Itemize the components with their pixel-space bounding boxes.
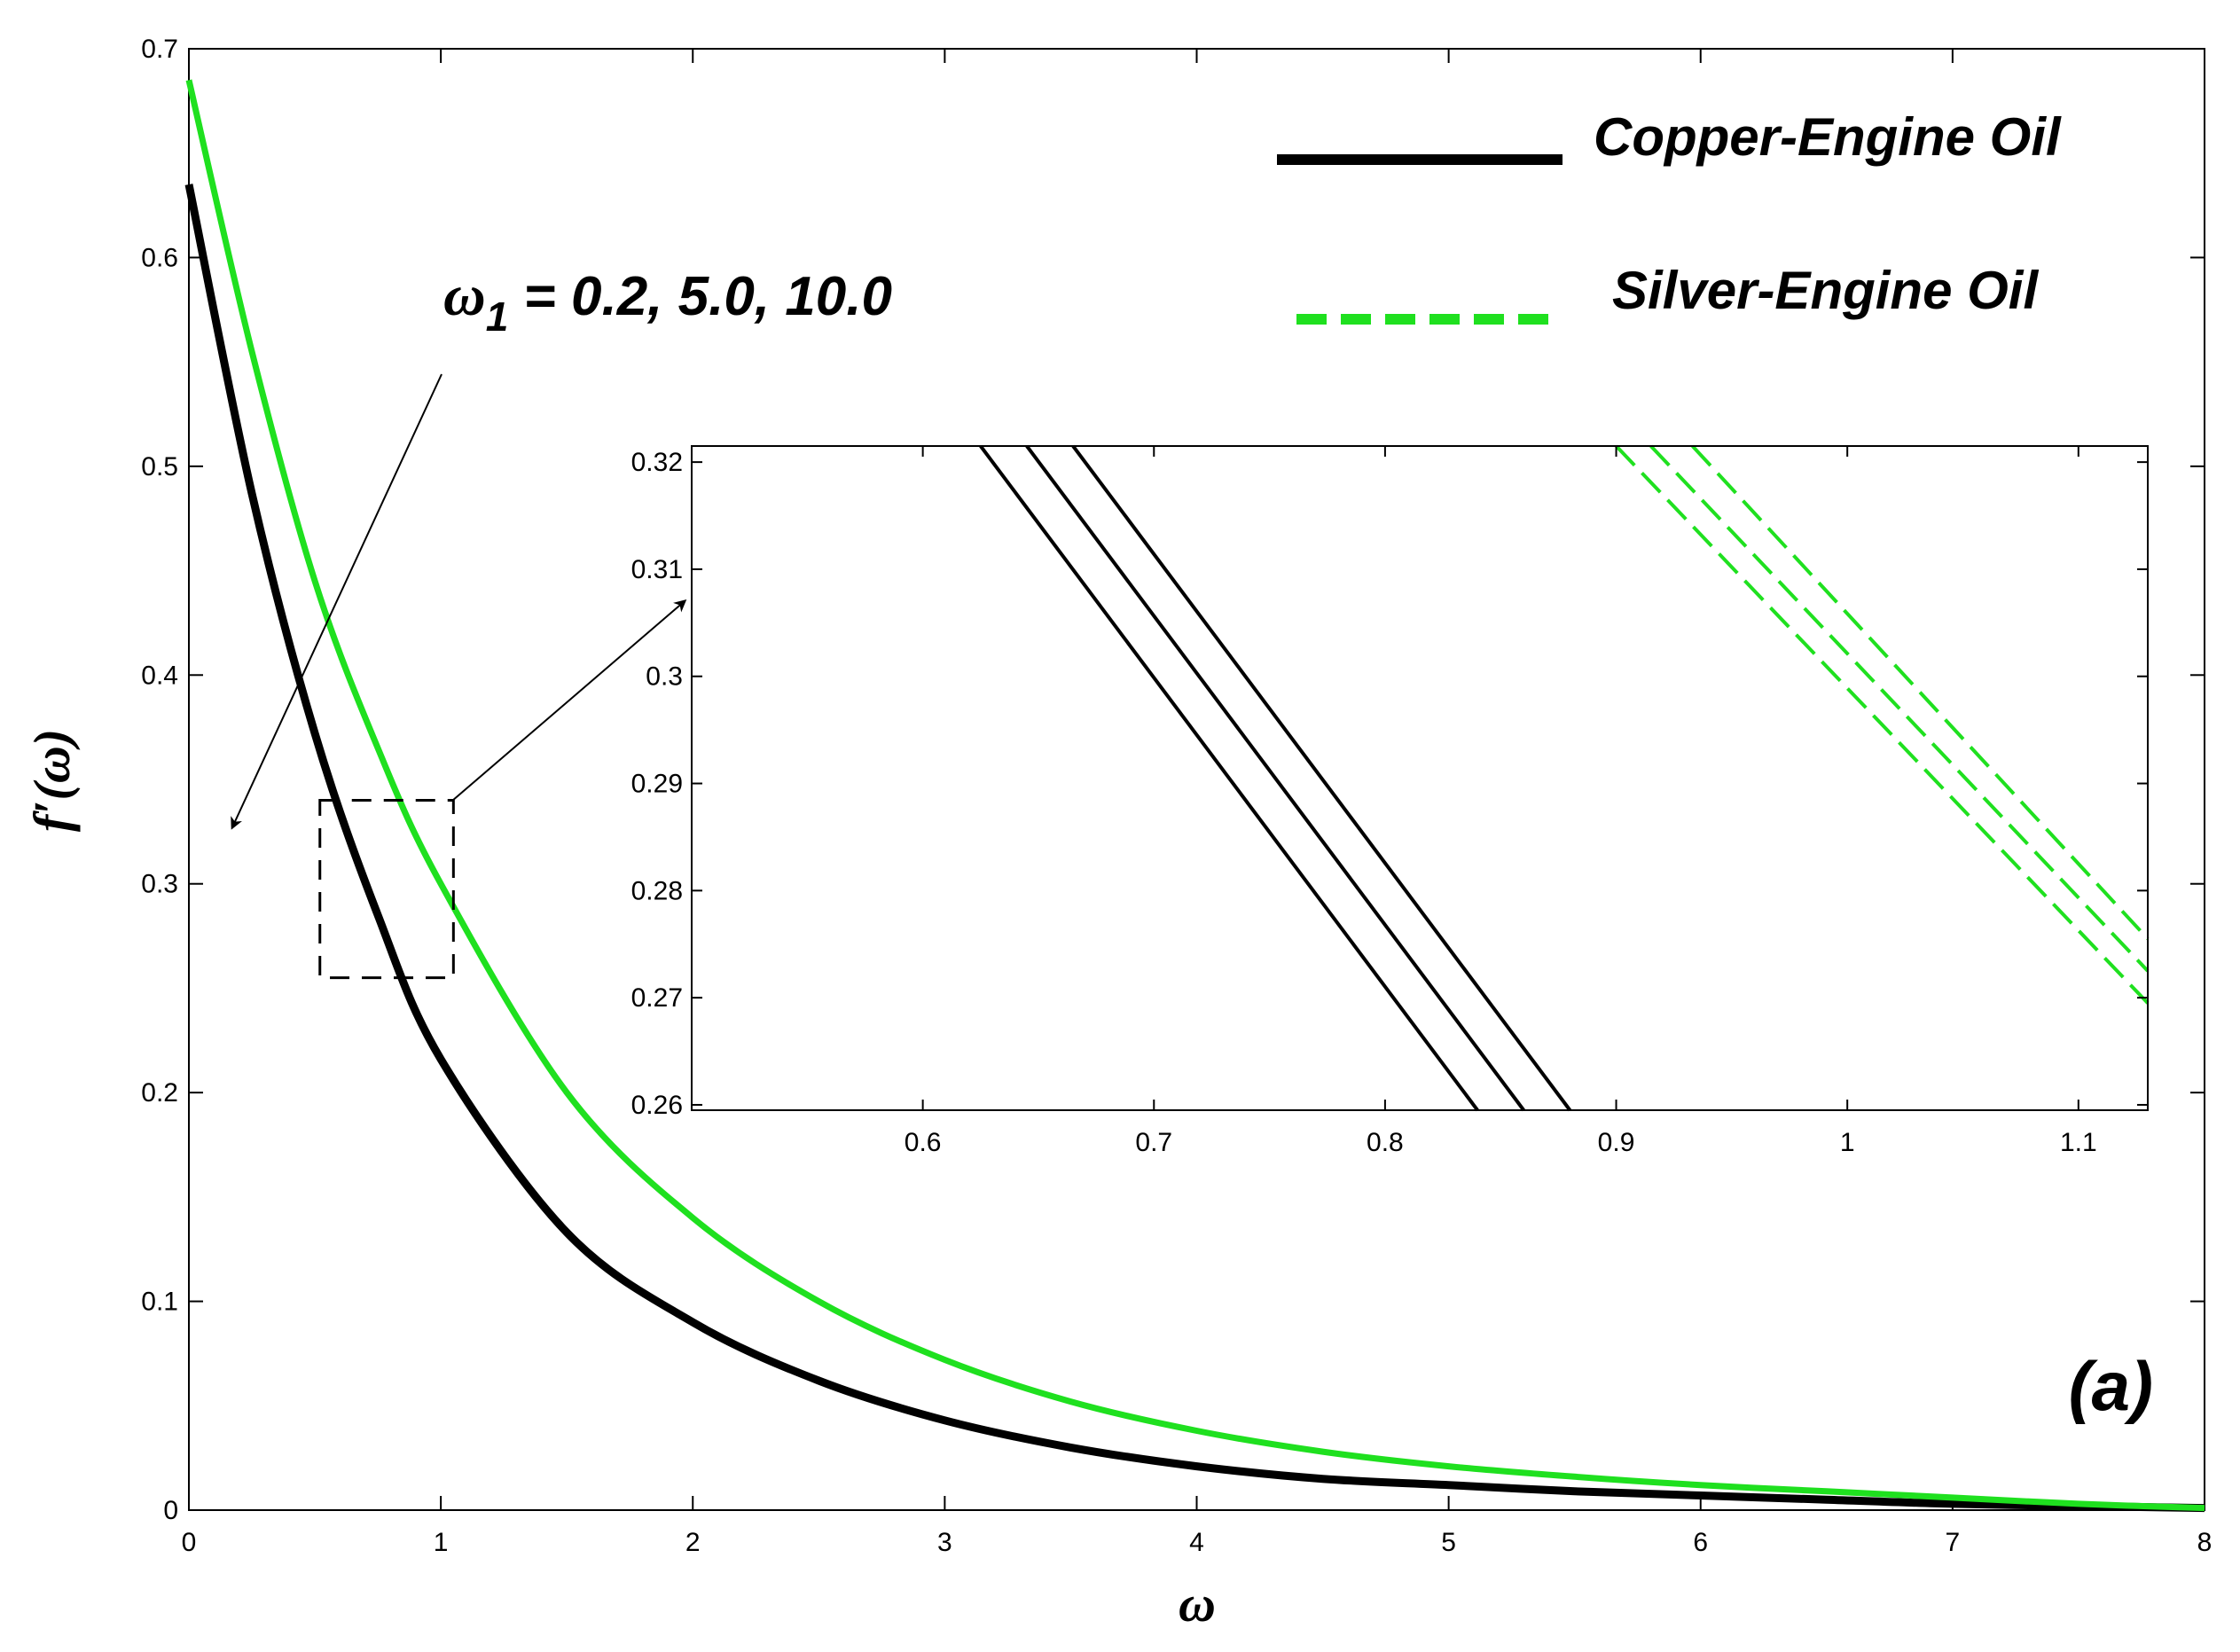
inset-x-tick-label: 0.9 (1598, 1128, 1635, 1157)
zoom-region-box (318, 799, 455, 980)
x-tick-label: 8 (2197, 1528, 2213, 1557)
inset-background (692, 446, 2148, 1110)
y-tick-label: 0.3 (141, 870, 178, 899)
x-tick-label: 2 (685, 1528, 701, 1557)
main-series-group (184, 79, 2205, 1513)
inset-axis-ticks: 0.6 0.7 0.8 0.9 1 1.1 0.26 0.27 0.28 0.29 0.3 0.31 0… (631, 446, 2148, 1157)
inset-line-copper (979, 444, 1479, 1112)
annotation-subscript: 1 (486, 294, 509, 340)
legend-label-silver: Silver-Engine Oil (1612, 261, 2039, 320)
zoom-arrow (451, 599, 687, 802)
y-tick-label: 0.2 (141, 1078, 178, 1108)
parameter-annotation: ω1 = 0.2, 5.0, 10.0 (443, 263, 892, 340)
y-tick-label: 0 (163, 1496, 178, 1525)
annotation-symbol: ω (443, 263, 486, 328)
x-tick-label: 5 (1441, 1528, 1456, 1557)
main-axis-ticks: 0 1 2 3 4 5 6 7 8 0 0.1 0.2 0.3 0.4 0.5 0.6 0.7 (141, 35, 2212, 1557)
x-tick-label: 1 (434, 1528, 449, 1557)
x-axis-title: ω (1179, 1575, 1216, 1632)
y-tick-label: 0.5 (141, 452, 178, 482)
inset-line-silver (1649, 444, 2150, 973)
inset-x-tick-label: 0.6 (905, 1128, 942, 1157)
legend-label-copper: Copper-Engine Oil (1594, 107, 2062, 167)
x-tick-label: 3 (937, 1528, 952, 1557)
inset-y-tick-label: 0.27 (631, 983, 683, 1013)
inset-x-tick-label: 1 (1840, 1128, 1855, 1157)
inset-line-copper (1071, 444, 1572, 1112)
inset-line-silver (1615, 444, 2150, 1005)
inset-series-group (979, 444, 2150, 1112)
inset-y-tick-label: 0.26 (631, 1091, 683, 1120)
annotation-arrow (231, 373, 443, 830)
y-tick-label: 0.7 (141, 35, 178, 64)
inset-x-tick-label: 1.1 (2060, 1128, 2097, 1157)
inset-y-tick-label: 0.31 (631, 555, 683, 584)
panel-label: (a) (2069, 1347, 2153, 1425)
x-tick-label: 6 (1693, 1528, 1708, 1557)
inset-y-tick-label: 0.3 (646, 662, 683, 692)
y-tick-label: 0.4 (141, 661, 178, 690)
y-tick-label: 0.6 (141, 243, 178, 272)
inset-y-tick-label: 0.32 (631, 448, 683, 477)
y-axis-title: f′(ω) (23, 729, 81, 832)
inset-x-tick-label: 0.7 (1135, 1128, 1172, 1157)
x-tick-label: 0 (182, 1528, 197, 1557)
y-tick-label: 0.1 (141, 1288, 178, 1317)
x-tick-label: 7 (1946, 1528, 1961, 1557)
inset-line-copper (1025, 444, 1525, 1112)
inset-plot-frame (691, 445, 2149, 1111)
annotation-values: = 0.2, 5.0, 10.0 (508, 266, 892, 327)
x-tick-label: 4 (1189, 1528, 1204, 1557)
inset-y-tick-label: 0.29 (631, 770, 683, 799)
series-line-copper (184, 184, 2205, 1513)
inset-line-silver (1691, 444, 2150, 941)
series-line-silver (185, 79, 2205, 1512)
inset-x-tick-label: 0.8 (1367, 1128, 1404, 1157)
inset-y-tick-label: 0.28 (631, 876, 683, 905)
